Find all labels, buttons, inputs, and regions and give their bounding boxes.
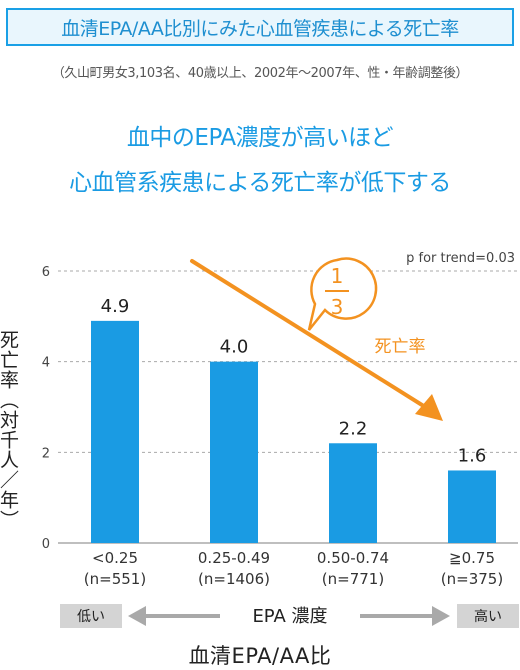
bar-value-label: 4.0 bbox=[220, 337, 249, 358]
x-tick-label: ≧0.75 bbox=[449, 549, 495, 567]
y-tick-label: 6 bbox=[42, 265, 50, 280]
trend-label: 死亡率 bbox=[375, 337, 426, 357]
scale-arrow-left-head bbox=[128, 606, 146, 626]
y-tick-label: 2 bbox=[42, 446, 50, 461]
bar-value-label: 2.2 bbox=[339, 418, 368, 439]
trend-arrow-line bbox=[190, 259, 432, 412]
headline-line-2: 心血管系疾患による死亡率が低下する bbox=[69, 170, 451, 196]
x-axis-label: 血清EPA/AA比 bbox=[188, 644, 332, 668]
low-tag: 低い bbox=[60, 604, 122, 628]
epa-concentration-label: EPA 濃度 bbox=[252, 606, 328, 627]
p-trend-label: p for trend=0.03 bbox=[406, 251, 515, 266]
y-tick-label: 4 bbox=[42, 356, 50, 371]
trend-arrow-head bbox=[415, 394, 443, 421]
x-tick-label: <0.25 bbox=[92, 549, 138, 567]
bar bbox=[329, 443, 377, 543]
bubble-numerator: 1 bbox=[331, 264, 344, 288]
y-axis-label: 死亡率（対千人／年） bbox=[0, 330, 19, 530]
chart-title: 血清EPA/AA比別にみた心血管疾患による死亡率 bbox=[61, 17, 459, 40]
x-tick-n-label: (n=551) bbox=[84, 570, 146, 588]
bubble-denominator: 3 bbox=[331, 295, 344, 319]
x-tick-n-label: (n=375) bbox=[441, 570, 503, 588]
x-tick-n-label: (n=771) bbox=[322, 570, 384, 588]
high-tag: 高い bbox=[457, 604, 519, 628]
x-tick-n-label: (n=1406) bbox=[198, 570, 270, 588]
chart-subtitle: （久山町男女3,103名、40歳以上、2002年〜2007年、性・年齢調整後） bbox=[51, 66, 469, 81]
bar-value-label: 4.9 bbox=[101, 296, 130, 317]
y-tick-label: 0 bbox=[42, 537, 50, 552]
bar bbox=[210, 361, 258, 543]
bar-value-label: 1.6 bbox=[458, 445, 487, 466]
x-tick-label: 0.50-0.74 bbox=[317, 549, 389, 567]
headline-line-1: 血中のEPA濃度が高いほど bbox=[126, 125, 394, 151]
bar bbox=[448, 470, 496, 543]
x-tick-label: 0.25-0.49 bbox=[198, 549, 270, 567]
scale-arrow-right-head bbox=[432, 606, 450, 626]
bar bbox=[91, 320, 139, 543]
bubble-outline bbox=[307, 257, 378, 331]
title-box: 血清EPA/AA比別にみた心血管疾患による死亡率 bbox=[6, 8, 514, 46]
